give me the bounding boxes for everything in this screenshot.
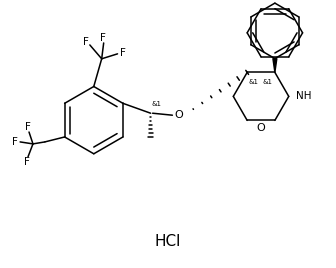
Text: F: F: [25, 122, 31, 132]
Text: &1: &1: [263, 79, 273, 85]
Text: HCl: HCl: [155, 234, 181, 249]
Text: O: O: [257, 123, 265, 133]
Text: F: F: [100, 33, 106, 43]
Text: F: F: [83, 37, 89, 47]
Polygon shape: [273, 58, 277, 72]
Text: &1: &1: [152, 101, 162, 107]
Text: NH: NH: [296, 91, 311, 101]
Text: &1: &1: [248, 79, 258, 85]
Text: F: F: [120, 48, 125, 58]
Text: O: O: [174, 110, 183, 120]
Text: F: F: [12, 137, 18, 147]
Text: F: F: [24, 157, 30, 167]
